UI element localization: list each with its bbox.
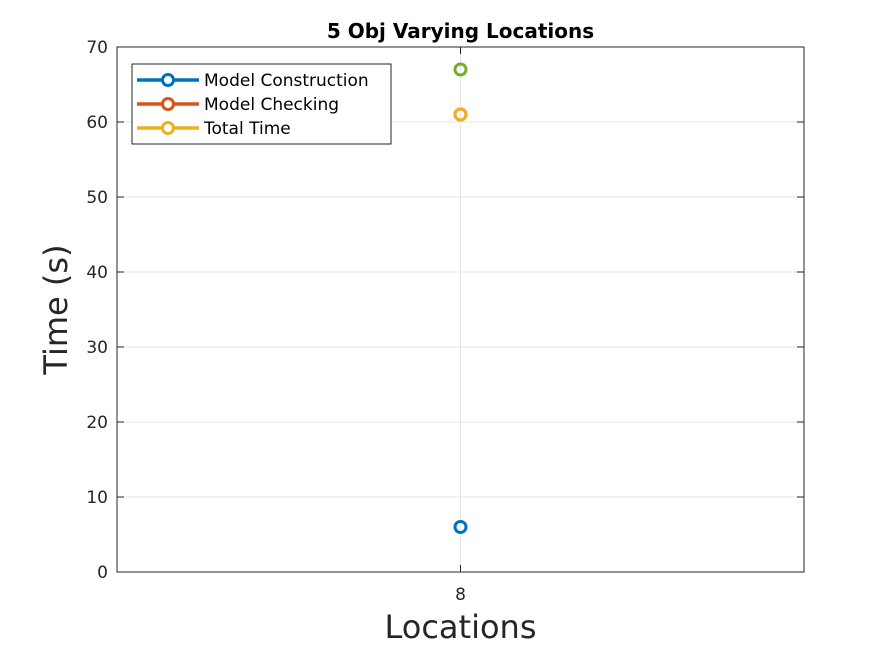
y-tick-label: 60 bbox=[86, 113, 108, 133]
y-tick-label: 10 bbox=[86, 488, 108, 508]
y-tick-label: 20 bbox=[86, 413, 108, 433]
y-tick-label: 70 bbox=[86, 38, 108, 58]
x-axis-label: Locations bbox=[384, 608, 536, 646]
data-point-series-2 bbox=[453, 107, 468, 122]
y-tick-label: 50 bbox=[86, 188, 108, 208]
y-tick-label: 0 bbox=[97, 563, 108, 583]
data-point-series-3 bbox=[453, 62, 468, 77]
y-axis-label: Time (s) bbox=[37, 244, 75, 375]
legend-swatch-marker bbox=[161, 121, 175, 135]
legend-entry-label: Total Time bbox=[203, 119, 291, 139]
chart-title: 5 Obj Varying Locations bbox=[327, 19, 594, 43]
legend-entry-label: Model Construction bbox=[204, 71, 369, 91]
grid bbox=[117, 47, 804, 572]
axis-ticks: 0 10 20 30 40 50 60 70 8 bbox=[86, 38, 804, 605]
y-tick-label: 40 bbox=[86, 263, 108, 283]
legend-swatch-marker bbox=[161, 97, 175, 111]
data-points bbox=[453, 62, 468, 534]
y-tick-label: 30 bbox=[86, 338, 108, 358]
legend-swatch-marker bbox=[161, 73, 175, 87]
data-point-series-0 bbox=[453, 520, 468, 534]
legend: Model Construction Model Checking Total Ti… bbox=[131, 63, 392, 145]
legend-entry-label: Model Checking bbox=[204, 95, 339, 115]
x-tick-label: 8 bbox=[455, 585, 466, 605]
